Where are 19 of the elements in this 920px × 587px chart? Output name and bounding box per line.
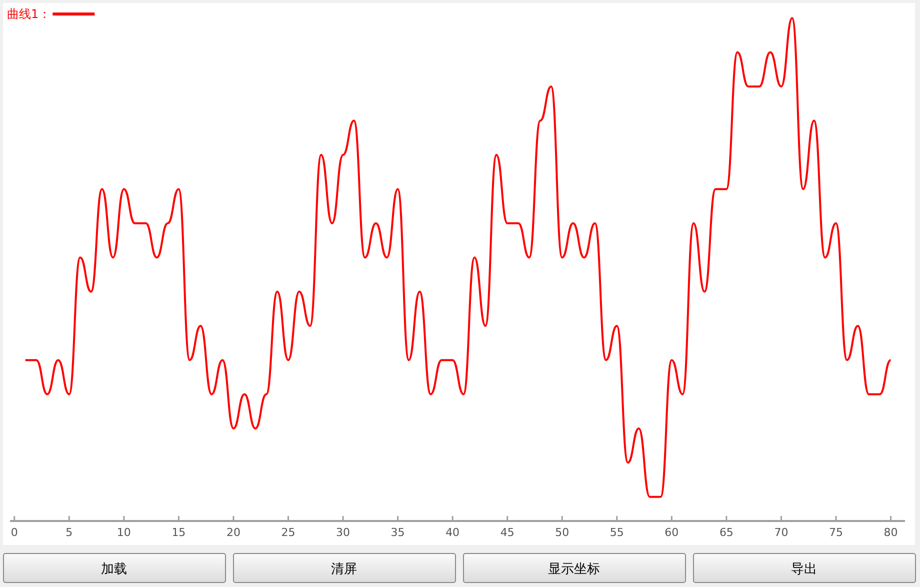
x-tick-label: 5 [66, 526, 73, 539]
x-tick-label: 25 [281, 526, 296, 539]
x-tick-label: 40 [446, 526, 460, 539]
legend: 曲线1： [7, 7, 95, 21]
x-tick-label: 35 [390, 526, 405, 539]
legend-label: 曲线1： [7, 7, 51, 21]
x-tick-label: 0 [10, 526, 18, 539]
x-tick-label: 60 [664, 526, 679, 539]
x-tick-label: 55 [610, 526, 624, 539]
x-tick-label: 70 [774, 526, 788, 539]
x-tick-label: 30 [336, 526, 350, 539]
x-tick-label: 10 [116, 526, 131, 539]
x-tick-label: 45 [500, 526, 514, 539]
x-tick-label: 50 [555, 526, 570, 539]
x-tick-label: 15 [172, 526, 186, 539]
x-tick-label: 75 [828, 526, 843, 539]
x-tick-label: 80 [884, 526, 898, 539]
x-tick-label: 20 [226, 526, 240, 539]
x-tick-label: 65 [719, 526, 734, 539]
